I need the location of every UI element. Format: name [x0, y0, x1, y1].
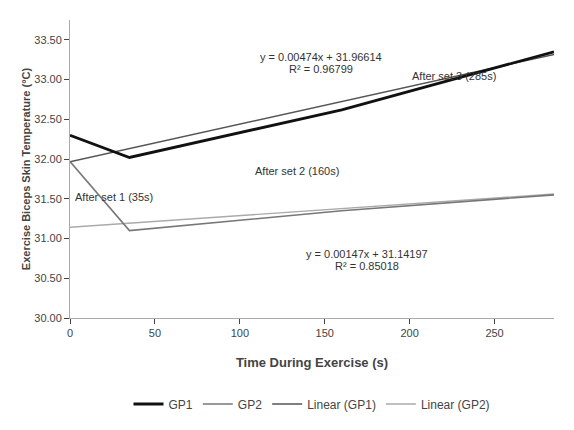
svg-text:0: 0	[67, 327, 73, 339]
svg-text:GP1: GP1	[169, 398, 193, 412]
svg-text:Time During Exercise (s): Time During Exercise (s)	[236, 355, 388, 370]
svg-text:y = 0.00147x + 31.14197: y = 0.00147x + 31.14197	[306, 248, 428, 260]
svg-text:33.00: 33.00	[34, 73, 62, 85]
svg-text:GP2: GP2	[238, 398, 262, 412]
svg-text:R² = 0.85018: R² = 0.85018	[335, 260, 399, 272]
svg-text:250: 250	[485, 327, 503, 339]
svg-text:30.50: 30.50	[34, 272, 62, 284]
svg-text:31.00: 31.00	[34, 232, 62, 244]
svg-text:50: 50	[149, 327, 161, 339]
svg-text:After set 1 (35s): After set 1 (35s)	[75, 191, 153, 203]
svg-text:After set 3 (285s): After set 3 (285s)	[412, 70, 496, 82]
svg-text:31.50: 31.50	[34, 193, 62, 205]
svg-text:30.00: 30.00	[34, 312, 62, 324]
svg-text:33.50: 33.50	[34, 34, 62, 46]
svg-text:200: 200	[400, 327, 418, 339]
svg-text:32.00: 32.00	[34, 153, 62, 165]
svg-text:150: 150	[316, 327, 334, 339]
svg-text:y = 0.00474x + 31.96614: y = 0.00474x + 31.96614	[260, 51, 382, 63]
svg-text:100: 100	[231, 327, 249, 339]
svg-text:32.50: 32.50	[34, 113, 62, 125]
svg-text:Linear (GP2): Linear (GP2)	[421, 398, 490, 412]
svg-text:Exercise Biceps Skin Temperatu: Exercise Biceps Skin Temperature (°C)	[20, 68, 32, 271]
svg-text:After set 2 (160s): After set 2 (160s)	[255, 165, 339, 177]
svg-text:R² = 0.96799: R² = 0.96799	[289, 63, 353, 75]
svg-text:Linear (GP1): Linear (GP1)	[307, 398, 376, 412]
